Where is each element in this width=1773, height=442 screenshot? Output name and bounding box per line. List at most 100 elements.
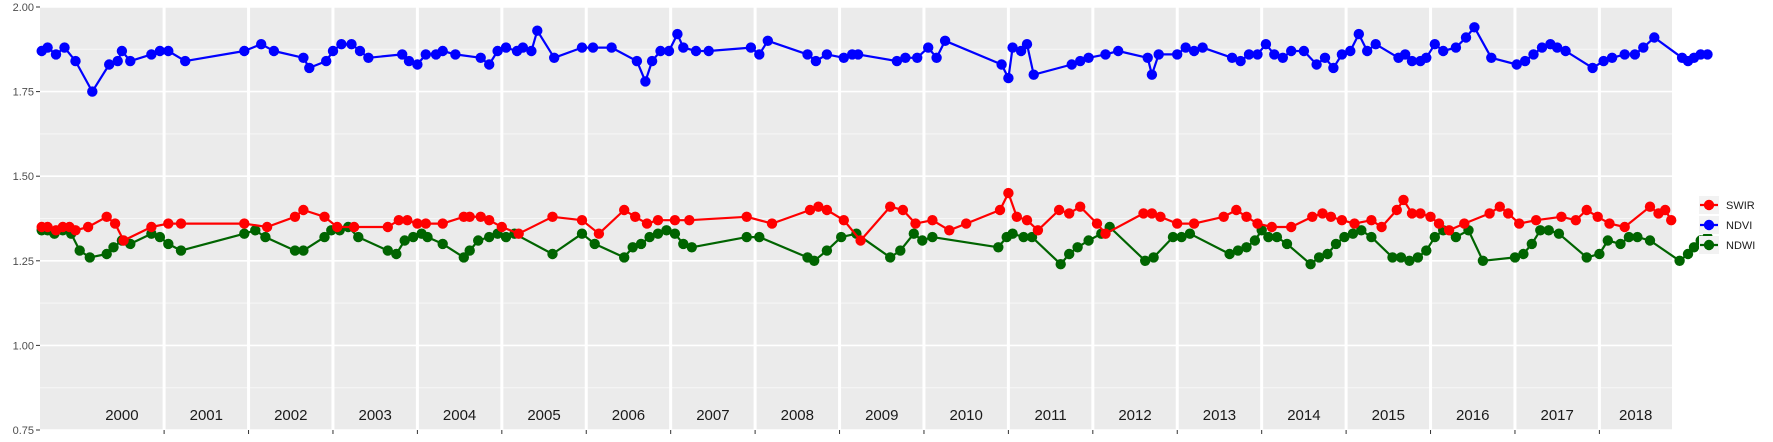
data-point-ndwi xyxy=(1249,235,1261,246)
data-point-swir xyxy=(1188,218,1200,229)
data-point-ndwi xyxy=(464,245,475,256)
data-point-swir xyxy=(82,221,94,233)
data-point-ndvi xyxy=(1269,49,1280,60)
y-axis: 0.75 1.00 1.25 1.50 1.75 2.00 xyxy=(13,2,40,437)
year-label: 2016 xyxy=(1456,407,1489,424)
data-point-ndwi xyxy=(1644,235,1656,246)
data-point-ndvi xyxy=(363,52,374,63)
data-point-ndvi xyxy=(112,55,123,67)
data-point-swir xyxy=(1021,215,1033,226)
data-point-ndvi xyxy=(838,52,849,63)
data-point-ndwi xyxy=(74,245,85,256)
data-point-ndwi xyxy=(652,228,664,239)
year-label: 2015 xyxy=(1372,407,1405,424)
data-point-ndwi xyxy=(1509,252,1521,263)
data-point-ndvi xyxy=(517,42,529,53)
year-label: 2018 xyxy=(1619,407,1652,424)
legend-label: NDVI xyxy=(1726,220,1752,232)
data-point-ndwi xyxy=(1602,235,1614,246)
data-point-ndvi xyxy=(1429,39,1441,50)
data-point-ndwi xyxy=(836,231,847,243)
data-point-ndvi xyxy=(1003,72,1014,84)
data-point-swir xyxy=(813,201,824,212)
data-point-ndwi xyxy=(473,235,484,246)
data-point-ndvi xyxy=(1345,45,1356,57)
data-point-ndwi xyxy=(1176,231,1187,243)
data-point-ndvi xyxy=(1015,45,1027,57)
data-point-ndvi xyxy=(298,52,309,63)
data-point-swir xyxy=(1064,208,1075,219)
data-point-ndwi xyxy=(1412,252,1424,263)
data-point-swir xyxy=(1604,218,1615,229)
data-point-ndwi xyxy=(669,228,681,239)
data-point-swir xyxy=(1398,194,1409,206)
data-point-ndwi xyxy=(1072,242,1083,253)
data-point-ndwi xyxy=(1553,228,1565,239)
data-point-ndwi xyxy=(1543,225,1554,236)
data-point-swir xyxy=(630,211,641,222)
data-point-swir xyxy=(619,204,630,216)
data-point-ndwi xyxy=(500,231,512,243)
data-point-swir xyxy=(1459,218,1470,229)
legend-label: NDWI xyxy=(1726,240,1755,252)
series-swir xyxy=(36,187,1677,246)
data-point-swir xyxy=(1556,211,1567,222)
data-point-ndvi xyxy=(354,45,366,57)
data-point-swir xyxy=(1146,208,1158,219)
data-point-ndvi xyxy=(484,59,495,70)
data-point-ndvi xyxy=(1226,52,1238,63)
data-point-swir xyxy=(475,211,486,222)
data-point-ndvi xyxy=(1188,45,1200,57)
data-point-ndwi xyxy=(154,231,166,243)
data-point-ndwi xyxy=(686,242,697,253)
y-tick-label: 1.50 xyxy=(13,171,34,183)
data-point-ndwi xyxy=(1387,252,1398,263)
data-point-ndwi xyxy=(917,235,928,246)
data-point-ndvi xyxy=(116,45,128,57)
data-point-swir xyxy=(1336,215,1348,226)
data-point-ndvi xyxy=(1606,52,1618,63)
data-point-swir xyxy=(1503,208,1514,219)
data-point-ndvi xyxy=(923,42,934,53)
data-point-ndwi xyxy=(1518,248,1529,260)
data-point-swir xyxy=(1433,218,1445,229)
data-point-ndvi xyxy=(1552,42,1563,53)
data-point-ndvi xyxy=(1066,59,1077,70)
data-point-ndvi xyxy=(146,49,157,60)
data-point-swir xyxy=(1644,201,1656,212)
data-point-swir xyxy=(1494,201,1506,212)
data-point-ndwi xyxy=(1421,245,1432,256)
data-point-ndwi xyxy=(1594,248,1605,260)
data-point-ndwi xyxy=(458,252,469,263)
data-point-ndwi xyxy=(1682,248,1694,260)
data-point-swir xyxy=(1053,204,1065,216)
data-point-ndvi xyxy=(1146,69,1158,80)
data-point-swir xyxy=(593,228,605,239)
data-point-ndwi xyxy=(1674,255,1685,266)
data-point-swir xyxy=(927,215,938,226)
year-label: 2000 xyxy=(105,407,138,424)
data-point-ndvi xyxy=(663,45,675,57)
data-point-ndvi xyxy=(810,55,822,67)
data-point-swir xyxy=(885,201,896,212)
data-point-swir xyxy=(1592,211,1603,222)
y-tick-label: 1.25 xyxy=(13,256,34,268)
data-point-ndwi xyxy=(627,242,638,253)
data-point-ndvi xyxy=(256,39,267,50)
data-point-ndvi xyxy=(640,76,651,87)
data-point-ndvi xyxy=(1286,45,1297,57)
data-point-swir xyxy=(1032,225,1044,236)
year-label: 2001 xyxy=(190,407,223,424)
data-point-swir xyxy=(1075,201,1086,212)
data-point-swir xyxy=(1376,221,1387,233)
data-point-ndwi xyxy=(484,231,495,243)
data-point-swir xyxy=(289,211,301,222)
data-point-ndwi xyxy=(1018,231,1029,243)
data-point-ndwi xyxy=(1083,235,1094,246)
data-point-ndvi xyxy=(1702,49,1713,60)
data-point-ndvi xyxy=(346,39,357,50)
data-point-ndwi xyxy=(108,242,119,253)
data-point-ndwi xyxy=(1167,231,1179,243)
data-point-swir xyxy=(838,215,849,226)
